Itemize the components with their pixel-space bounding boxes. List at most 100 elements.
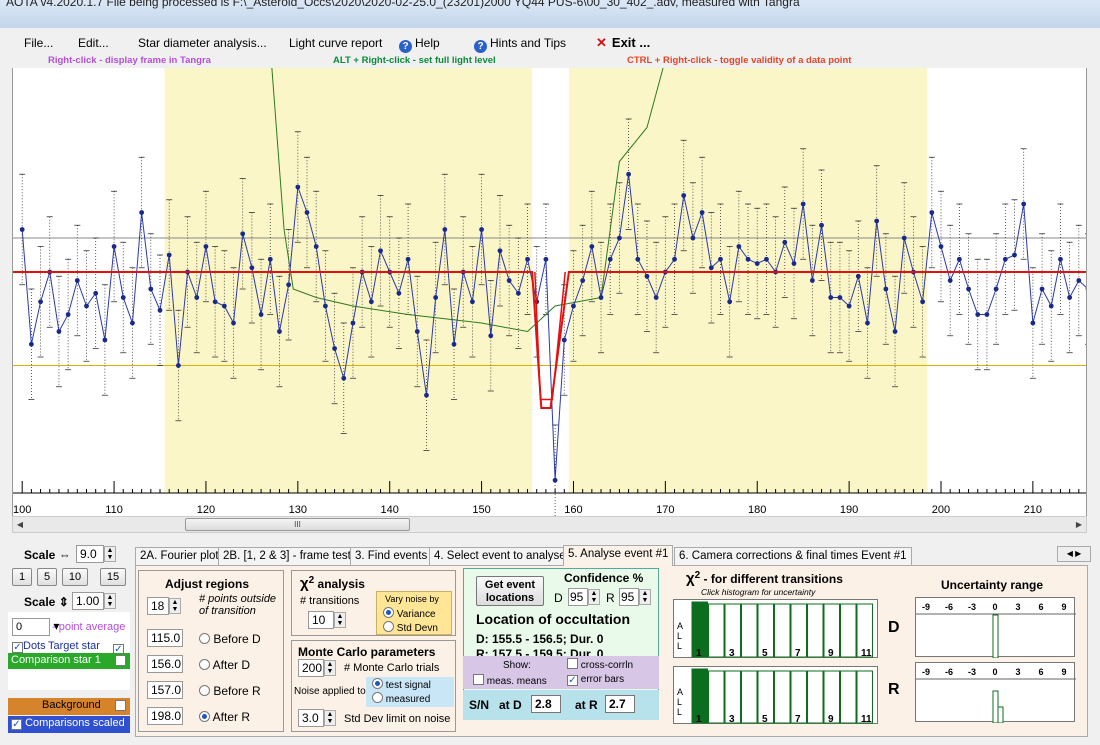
points-outside-field[interactable]: 18 ▲ ▼ bbox=[147, 597, 181, 615]
before-d-field[interactable]: 115.0 bbox=[147, 629, 183, 647]
data-point bbox=[84, 303, 89, 309]
scale-x-field[interactable]: 9.0 ▲ ▼ bbox=[76, 545, 116, 563]
tab-fourier-plot[interactable]: 2A. Fourier plot bbox=[135, 547, 224, 565]
scale-5-button[interactable]: 5 bbox=[37, 568, 57, 586]
data-point bbox=[19, 227, 25, 232]
spinner-arrows-icon[interactable]: ▲ ▼ bbox=[588, 589, 600, 605]
error-bars-checkbox[interactable]: ✓ error bars bbox=[567, 674, 625, 686]
data-point bbox=[1002, 256, 1008, 262]
data-point bbox=[966, 286, 971, 292]
hist-tick-label: 3 bbox=[729, 648, 735, 659]
tab-analyse-event[interactable]: 5. Analyse event #1 bbox=[563, 545, 674, 566]
plot-horizontal-scrollbar[interactable]: ◀ III ▶ bbox=[12, 516, 1087, 533]
menu-star-diameter[interactable]: Star diameter analysis... bbox=[138, 36, 267, 50]
light-curve-svg[interactable]: 100 110 120 130 140 150 160 170 180 190 200 210 bbox=[13, 68, 1087, 518]
before-r-radio[interactable]: Before R bbox=[199, 684, 261, 698]
before-d-radio[interactable]: Before D bbox=[199, 632, 261, 646]
confidence-r-field[interactable]: 95 ▲ ▼ bbox=[619, 588, 651, 606]
tab-find-events[interactable]: 3. Find events bbox=[350, 547, 433, 565]
tab-scroll-arrows-icon[interactable]: ◀ ▶ bbox=[1057, 546, 1091, 562]
test-signal-radio[interactable]: test signal bbox=[372, 678, 431, 691]
scale-15-button[interactable]: 15 bbox=[100, 568, 126, 586]
data-point bbox=[938, 244, 944, 249]
chi2-histogram-d-svg[interactable]: ALL 1 3 5 7 9 11 bbox=[674, 600, 879, 659]
sn-at-d-value: 2.8 bbox=[531, 695, 561, 713]
after-d-radio[interactable]: After D bbox=[199, 658, 250, 672]
cross-correlation-checkbox[interactable]: cross-corrln bbox=[567, 658, 633, 671]
uncertainty-d-plot[interactable]: -9 -6 -3 0 3 6 9 bbox=[915, 597, 1076, 659]
scale-10-button[interactable]: 10 bbox=[62, 568, 88, 586]
hist-side-label: A bbox=[677, 687, 683, 697]
trials-field[interactable]: 200 ▲ ▼ bbox=[298, 659, 336, 677]
uncertainty-r-plot[interactable]: -9 -6 -3 0 3 6 9 bbox=[915, 662, 1076, 724]
target-star-label: Target star bbox=[48, 640, 100, 652]
data-point bbox=[249, 265, 255, 271]
data-point bbox=[332, 346, 337, 351]
hist-tick-label: 11 bbox=[861, 648, 872, 659]
variance-radio[interactable]: Variance bbox=[383, 607, 436, 620]
menu-hints[interactable]: ? Hints and Tips bbox=[474, 36, 566, 53]
scale-y-field[interactable]: 1.00 ▲ ▼ bbox=[72, 592, 116, 610]
dots-checkbox[interactable]: ✓Dots bbox=[12, 640, 46, 653]
scroll-left-icon[interactable]: ◀ bbox=[16, 520, 24, 529]
menu-edit[interactable]: Edit... bbox=[78, 36, 109, 50]
data-point bbox=[644, 273, 650, 279]
uncertainty-tick-label: 0 bbox=[992, 667, 997, 677]
data-point bbox=[221, 303, 227, 309]
comparisons-scaled-checkbox[interactable]: ✓ bbox=[11, 719, 22, 730]
chi2-histogram-r[interactable]: A L L 1 3 5 7 9 11 bbox=[673, 666, 879, 725]
spinner-arrows-icon[interactable]: ▲ ▼ bbox=[324, 710, 336, 726]
background-checkbox[interactable] bbox=[115, 700, 126, 711]
data-point bbox=[175, 363, 181, 368]
data-point bbox=[690, 235, 696, 241]
spinner-arrows-icon[interactable]: ▲ ▼ bbox=[334, 612, 346, 628]
spinner-arrows-icon[interactable]: ▲ ▼ bbox=[639, 589, 651, 605]
before-r-field[interactable]: 157.0 bbox=[147, 681, 183, 699]
checkbox-icon bbox=[567, 658, 578, 669]
after-r-radio[interactable]: After R bbox=[199, 710, 250, 724]
noise-limit-field[interactable]: 3.0 ▲ ▼ bbox=[298, 709, 336, 727]
confidence-d-field[interactable]: 95 ▲ ▼ bbox=[568, 588, 600, 606]
comparison-star-checkbox[interactable] bbox=[115, 655, 126, 666]
spinner-arrows-icon[interactable]: ▲ ▼ bbox=[104, 593, 116, 609]
data-point bbox=[782, 239, 788, 245]
get-event-locations-button[interactable]: Get event locations bbox=[476, 576, 544, 606]
hist-side-label: L bbox=[677, 697, 682, 707]
tab-select-event[interactable]: 4. Select event to analyse bbox=[429, 547, 571, 565]
spinner-arrows-icon[interactable]: ▲ ▼ bbox=[104, 546, 116, 562]
meas-means-checkbox[interactable]: meas. means bbox=[473, 674, 547, 687]
data-point bbox=[424, 392, 429, 398]
x-tick-label: 170 bbox=[656, 504, 674, 516]
data-point bbox=[1076, 278, 1082, 283]
measured-radio[interactable]: measured bbox=[372, 692, 430, 705]
after-d-field[interactable]: 156.0 bbox=[147, 655, 183, 673]
average-select[interactable]: 0 ▾ bbox=[12, 618, 59, 636]
chi2-histogram-r-svg[interactable]: ALL 1 3 5 7 9 11 bbox=[674, 667, 879, 725]
chi2-histogram-d[interactable]: A L L 1 3 5 7 9 11 bbox=[673, 599, 879, 659]
scale-1-button[interactable]: 1 bbox=[12, 568, 32, 586]
light-curve-plot[interactable]: 100 110 120 130 140 150 160 170 180 190 200 210 bbox=[12, 68, 1087, 518]
transitions-field[interactable]: 10 ▲ ▼ bbox=[308, 611, 346, 629]
spinner-arrows-icon[interactable]: ▲ ▼ bbox=[169, 598, 181, 614]
model-line bbox=[13, 271, 1086, 409]
menu-light-curve-report[interactable]: Light curve report bbox=[289, 36, 383, 50]
sn-box: S/N at D 2.8 at R 2.7 bbox=[463, 690, 659, 720]
tab-camera-corrections[interactable]: 6. Camera corrections & final times Even… bbox=[674, 547, 912, 565]
data-point bbox=[635, 256, 641, 262]
uncertainty-tick-label: 3 bbox=[1015, 667, 1020, 677]
data-point bbox=[378, 248, 383, 254]
menu-help[interactable]: ? Help bbox=[399, 36, 440, 53]
menu-file[interactable]: File... bbox=[24, 36, 54, 50]
x-tick-label: 150 bbox=[472, 504, 490, 516]
data-point bbox=[892, 329, 898, 334]
scroll-right-icon[interactable]: ▶ bbox=[1075, 520, 1083, 529]
data-point bbox=[718, 256, 723, 262]
after-r-field[interactable]: 198.0 bbox=[147, 707, 183, 725]
spinner-arrows-icon[interactable]: ▲ ▼ bbox=[324, 660, 336, 676]
scrollbar-thumb[interactable]: III bbox=[185, 518, 410, 531]
radio-selected-icon bbox=[199, 711, 210, 722]
menu-exit[interactable]: ✕ Exit ... bbox=[596, 35, 650, 51]
data-point bbox=[442, 227, 448, 232]
stddev-radio[interactable]: Std Devn bbox=[383, 621, 438, 634]
tab-frame-test[interactable]: 2B. [1, 2 & 3] - frame test bbox=[218, 547, 356, 565]
